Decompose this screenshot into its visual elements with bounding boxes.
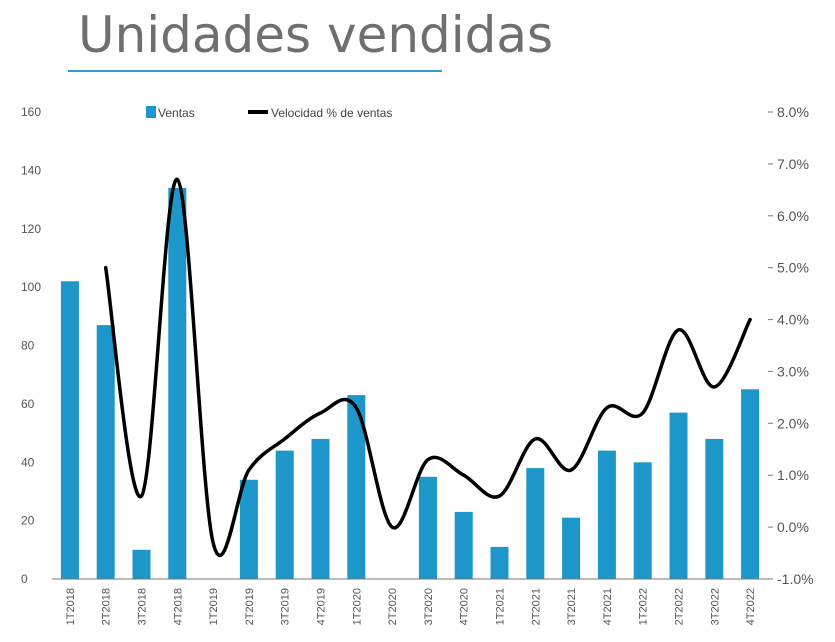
left-tick-label: 140 (21, 163, 41, 177)
x-tick-label: 4T2021 (602, 588, 614, 625)
bar-4T2018 (168, 187, 187, 579)
right-tick-label: 2.0% (777, 415, 809, 431)
left-tick-label: 80 (21, 339, 35, 353)
x-tick-label: 1T2020 (351, 588, 363, 625)
bar-1T2021 (490, 546, 509, 579)
page-title: Unidades vendidas (78, 6, 554, 64)
velocidad-line (103, 177, 752, 557)
x-tick-label: 1T2021 (495, 588, 507, 625)
x-tick-label: 3T2018 (137, 588, 149, 625)
x-tick-label: 3T2020 (423, 588, 435, 625)
right-tick-label: -1.0% (777, 571, 814, 587)
right-tick-label: 3.0% (777, 363, 809, 379)
bar-2T2019 (239, 479, 258, 579)
bar-4T2019 (311, 438, 330, 579)
bar-1T2018 (60, 281, 79, 579)
bars-group (60, 187, 760, 580)
x-axis: 1T2018 2T2018 3T2018 4T2018 1T2019 2T2019 3T20… (52, 578, 768, 625)
left-tick-label: 100 (21, 280, 41, 294)
x-tick-label: 4T2018 (172, 588, 184, 625)
legend: Ventas Velocidad % de ventas (146, 106, 392, 120)
x-tick-label: 1T2018 (65, 588, 77, 625)
left-axis: 0 20 40 60 80 100 120 140 160 (21, 105, 41, 586)
left-tick-label: 120 (21, 222, 41, 236)
x-tick-label: 3T2022 (709, 588, 721, 625)
left-tick-label: 40 (21, 455, 35, 469)
x-tick-label: 2T2018 (101, 588, 113, 625)
x-tick-label: 3T2019 (280, 588, 292, 625)
bar-2T2022 (669, 412, 688, 579)
right-axis: -1.0% 0.0% 1.0% 2.0% 3.0% 4.0% 5.0% 6.0% 7.0% 8.0… (768, 104, 814, 587)
x-tick-label: 4T2022 (745, 588, 757, 625)
x-tick-label: 4T2019 (316, 588, 328, 625)
right-tick-label: 8.0% (777, 104, 809, 120)
bar-3T2020 (418, 476, 437, 579)
right-tick-label: 1.0% (777, 467, 809, 483)
right-tick-label: 7.0% (777, 156, 809, 172)
bar-2T2021 (526, 468, 545, 579)
legend-velocidad-swatch (248, 110, 268, 114)
bar-2T2018 (96, 325, 115, 579)
bar-3T2018 (132, 549, 151, 579)
velocidad-line-group (103, 177, 752, 557)
right-tick-label: 5.0% (777, 260, 809, 276)
title-underline (68, 70, 442, 72)
right-tick-label: 0.0% (777, 519, 809, 535)
x-tick-label: 2T2020 (387, 588, 399, 625)
x-tick-label: 3T2021 (566, 588, 578, 625)
bar-3T2021 (562, 517, 581, 579)
left-tick-label: 160 (21, 105, 41, 119)
right-tick-label: 6.0% (777, 208, 809, 224)
bar-3T2019 (275, 450, 294, 579)
legend-ventas-label: Ventas (158, 106, 195, 120)
left-tick-label: 20 (21, 514, 35, 528)
x-tick-label: 2T2022 (674, 588, 686, 625)
x-tick-label: 4T2020 (459, 588, 471, 625)
x-tick-label: 1T2022 (638, 588, 650, 625)
left-tick-label: 0 (21, 572, 28, 586)
right-tick-label: 4.0% (777, 312, 809, 328)
legend-ventas-swatch (146, 106, 156, 118)
bar-1T2022 (633, 462, 652, 580)
left-tick-label: 60 (21, 397, 35, 411)
x-tick-label: 2T2021 (530, 588, 542, 625)
x-tick-label: 1T2019 (208, 588, 220, 625)
bar-4T2022 (741, 389, 760, 579)
bar-4T2020 (454, 511, 473, 579)
bar-1T2020 (347, 395, 366, 579)
legend-velocidad-label: Velocidad % de ventas (271, 106, 392, 120)
bar-4T2021 (597, 450, 616, 579)
x-tick-label: 2T2019 (244, 588, 256, 625)
bar-3T2022 (705, 438, 724, 579)
